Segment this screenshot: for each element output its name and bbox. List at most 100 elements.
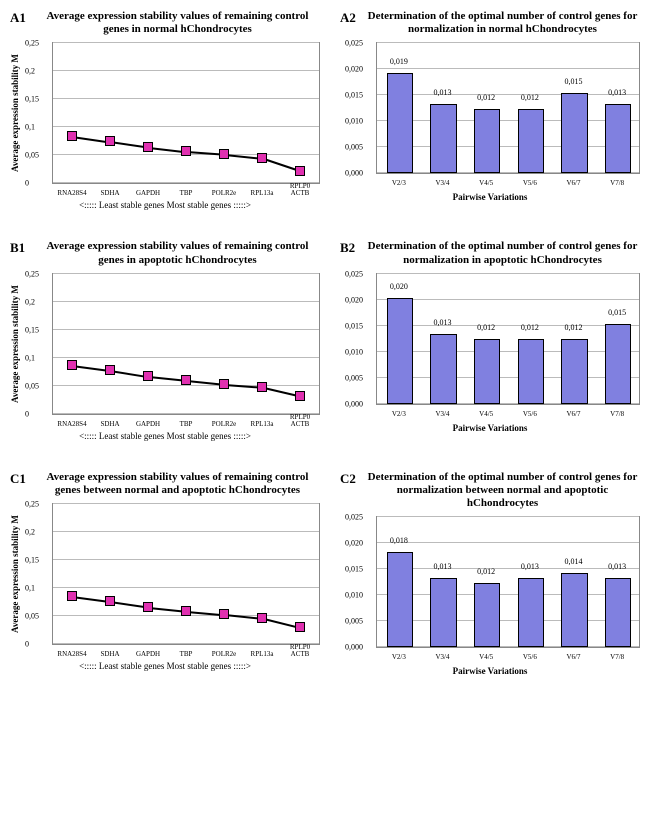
data-marker [67,591,77,601]
bar-value-label: 0,019 [390,57,408,66]
x-tick: V2/3 [392,180,406,187]
x-tick: RPLP0 ACTB [290,414,310,428]
y-tick: 0,005 [345,373,363,382]
y-tick: 0,020 [345,295,363,304]
line-plot-area: 00,050,10,150,20,25RNA28S4SDHAGAPDHTBPPO… [52,42,320,184]
bar-value-label: 0,012 [477,323,495,332]
x-tick: V6/7 [567,180,581,187]
panel-label: A1 [10,10,26,26]
bar-plot-area: 0,0000,0050,0100,0150,0200,0250,019V2/30… [376,42,640,174]
chart-title: Average expression stability values of r… [35,471,320,497]
bar [430,334,456,404]
y-tick: 0,010 [345,117,363,126]
panel-label: A2 [340,10,356,26]
bar [474,583,500,647]
y-tick: 0,05 [25,612,39,621]
bar [561,573,587,648]
data-marker [181,606,191,616]
x-tick: TBP [180,421,193,428]
stability-caption: <::::: Least stable genes Most stable ge… [10,200,320,210]
x-tick: V6/7 [567,654,581,661]
x-tick: RPL13a [251,651,274,658]
x-tick: V2/3 [392,411,406,418]
y-axis-label: Average expression stability M [10,273,24,415]
stability-caption: <::::: Least stable genes Most stable ge… [10,661,320,671]
chart-title: Determination of the optimal number of c… [365,471,640,511]
x-tick: POLR2e [212,421,237,428]
x-tick: V4/5 [479,654,493,661]
bar [474,339,500,403]
y-tick: 0,1 [25,353,35,362]
bar-value-label: 0,018 [390,536,408,545]
bar [430,104,456,174]
chart-row: B1Average expression stability values of… [10,240,650,440]
x-tick: V4/5 [479,411,493,418]
data-marker [181,146,191,156]
line-chart-panel: C1Average expression stability values of… [10,471,320,677]
y-tick: 0 [25,409,29,418]
x-tick: V7/8 [610,654,624,661]
bar-value-label: 0,015 [565,77,583,86]
x-tick: RNA28S4 [57,651,86,658]
y-tick: 0,15 [25,556,39,565]
line-chart-panel: A1Average expression stability values of… [10,10,320,210]
data-marker [143,602,153,612]
x-tick: GAPDH [136,421,160,428]
bar-value-label: 0,013 [434,562,452,571]
y-tick: 0,025 [345,39,363,48]
data-marker [295,391,305,401]
y-tick: 0,000 [345,399,363,408]
bar-value-label: 0,012 [565,323,583,332]
x-tick: V6/7 [567,411,581,418]
data-marker [105,136,115,146]
x-tick: V5/6 [523,180,537,187]
panel-label: C2 [340,471,356,487]
bar [605,578,631,648]
bar [561,339,587,403]
x-axis-label: Pairwise Variations [340,192,640,202]
data-marker [105,596,115,606]
y-tick: 0,05 [25,381,39,390]
data-marker [257,382,267,392]
x-tick: V4/5 [479,180,493,187]
y-tick: 0,05 [25,151,39,160]
bar-value-label: 0,012 [477,93,495,102]
bar-value-label: 0,015 [608,308,626,317]
x-axis-label: Pairwise Variations [340,423,640,433]
x-tick: V7/8 [610,411,624,418]
bar [561,93,587,173]
line-chart-panel: B1Average expression stability values of… [10,240,320,440]
x-axis-label: Pairwise Variations [340,666,640,676]
bar-chart-panel: A2 Determination of the optimal number of… [340,10,640,210]
x-tick: TBP [180,190,193,197]
y-tick: 0,2 [25,297,35,306]
y-tick: 0,020 [345,539,363,548]
bar-value-label: 0,013 [521,562,539,571]
x-tick: TBP [180,651,193,658]
x-tick: V7/8 [610,180,624,187]
bar [474,109,500,173]
y-tick: 0,020 [345,65,363,74]
chart-title: Determination of the optimal number of c… [365,10,640,36]
bar [387,73,413,174]
y-tick: 0,025 [345,269,363,278]
bar-value-label: 0,012 [477,567,495,576]
y-tick: 0,000 [345,643,363,652]
y-tick: 0,010 [345,347,363,356]
bar [387,552,413,648]
bar-chart-panel: C2 Determination of the optimal number of… [340,471,640,677]
stability-caption: <::::: Least stable genes Most stable ge… [10,431,320,441]
bar [518,578,544,648]
x-tick: RNA28S4 [57,190,86,197]
data-marker [105,365,115,375]
y-tick: 0,25 [25,269,39,278]
y-tick: 0,2 [25,528,35,537]
chart-title: Determination of the optimal number of c… [365,240,640,266]
x-tick: GAPDH [136,190,160,197]
y-tick: 0,010 [345,591,363,600]
y-tick: 0,025 [345,513,363,522]
x-tick: V2/3 [392,654,406,661]
data-marker [219,609,229,619]
x-tick: V5/6 [523,654,537,661]
x-tick: RPL13a [251,190,274,197]
